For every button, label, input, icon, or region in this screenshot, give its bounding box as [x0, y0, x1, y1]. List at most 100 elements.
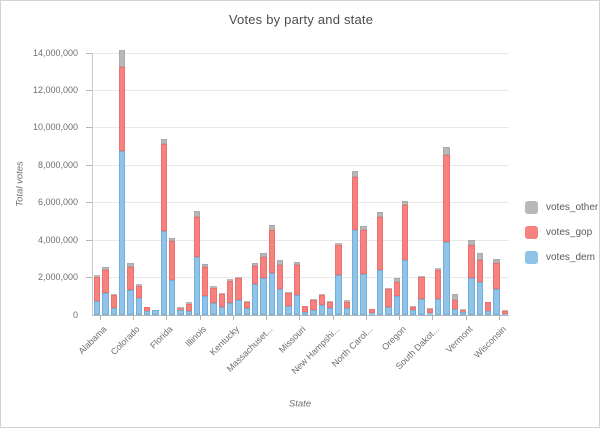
bar-segment-votes_dem[interactable] — [376, 270, 384, 315]
bar-nebraska[interactable] — [310, 299, 317, 315]
bar-alabama[interactable] — [94, 275, 101, 315]
bar-segment-votes_other[interactable] — [293, 262, 300, 266]
bar-new-mexico[interactable] — [343, 300, 350, 315]
bar-segment-votes_dem[interactable] — [485, 311, 492, 315]
bar-segment-votes_dem[interactable] — [476, 282, 484, 315]
bar-segment-votes_gop[interactable] — [135, 285, 142, 299]
bar-segment-votes_gop[interactable] — [451, 299, 459, 310]
bar-segment-votes_dem[interactable] — [210, 302, 217, 315]
bar-segment-votes_other[interactable] — [193, 211, 201, 217]
bar-segment-votes_other[interactable] — [360, 226, 367, 230]
bar-segment-votes_dem[interactable] — [94, 301, 101, 315]
legend-item-votes_other[interactable]: votes_other — [525, 201, 598, 214]
bar-segment-votes_other[interactable] — [160, 138, 167, 145]
bar-segment-votes_other[interactable] — [351, 170, 359, 177]
bar-segment-votes_gop[interactable] — [243, 302, 251, 309]
bar-district-of-columbia[interactable] — [152, 309, 159, 315]
bar-segment-votes_gop[interactable] — [410, 306, 417, 311]
bar-south-dakota[interactable] — [426, 308, 434, 315]
bar-segment-votes_other[interactable] — [218, 292, 226, 295]
bar-texas[interactable] — [443, 147, 450, 315]
bar-segment-votes_other[interactable] — [102, 266, 109, 270]
bar-segment-votes_gop[interactable] — [343, 301, 350, 308]
bar-montana[interactable] — [302, 305, 309, 315]
bar-segment-votes_dem[interactable] — [326, 308, 334, 315]
bar-segment-votes_gop[interactable] — [335, 244, 342, 275]
bar-segment-votes_dem[interactable] — [160, 230, 167, 315]
bar-michigan[interactable] — [268, 225, 276, 315]
bar-arizona[interactable] — [102, 266, 109, 315]
bar-segment-votes_dem[interactable] — [302, 311, 309, 315]
bar-segment-votes_dem[interactable] — [168, 279, 176, 315]
bar-segment-votes_dem[interactable] — [501, 313, 508, 315]
bar-nevada[interactable] — [318, 293, 325, 315]
bar-segment-votes_gop[interactable] — [501, 310, 508, 314]
bar-segment-votes_other[interactable] — [110, 293, 117, 296]
bar-segment-votes_dem[interactable] — [418, 299, 425, 315]
bar-segment-votes_other[interactable] — [493, 259, 500, 263]
bar-segment-votes_dem[interactable] — [493, 289, 500, 315]
bar-segment-votes_other[interactable] — [343, 300, 350, 302]
bar-segment-votes_other[interactable] — [235, 277, 242, 279]
bar-segment-votes_other[interactable] — [476, 252, 484, 260]
bar-wyoming[interactable] — [501, 310, 508, 315]
bar-segment-votes_other[interactable] — [252, 262, 259, 266]
bar-segment-votes_dem[interactable] — [218, 307, 226, 315]
bar-segment-votes_other[interactable] — [385, 287, 392, 290]
bar-segment-votes_dem[interactable] — [410, 310, 417, 315]
bar-ohio[interactable] — [376, 212, 384, 315]
bar-segment-votes_gop[interactable] — [102, 269, 109, 294]
bar-segment-votes_dem[interactable] — [343, 307, 350, 315]
bar-segment-votes_dem[interactable] — [435, 298, 442, 315]
bar-segment-votes_gop[interactable] — [252, 265, 259, 284]
bar-segment-votes_gop[interactable] — [385, 289, 392, 308]
bar-segment-votes_other[interactable] — [326, 301, 334, 302]
bar-segment-votes_other[interactable] — [277, 259, 284, 265]
bar-vermont[interactable] — [460, 309, 467, 315]
bar-segment-votes_other[interactable] — [202, 263, 209, 267]
bar-arkansas[interactable] — [110, 293, 117, 315]
bar-segment-votes_dem[interactable] — [135, 298, 142, 315]
bar-segment-votes_gop[interactable] — [185, 303, 192, 312]
bar-kentucky[interactable] — [227, 279, 234, 315]
bar-segment-votes_dem[interactable] — [443, 242, 450, 315]
bar-segment-votes_dem[interactable] — [193, 257, 201, 315]
bar-segment-votes_other[interactable] — [335, 242, 342, 245]
bar-segment-votes_gop[interactable] — [235, 278, 242, 301]
bar-segment-votes_other[interactable] — [451, 293, 459, 300]
bar-segment-votes_other[interactable] — [410, 306, 417, 307]
bar-segment-votes_other[interactable] — [418, 275, 425, 278]
bar-segment-votes_gop[interactable] — [360, 229, 367, 275]
bar-segment-votes_gop[interactable] — [268, 229, 276, 273]
bar-segment-votes_other[interactable] — [460, 309, 467, 310]
bar-segment-votes_other[interactable] — [118, 49, 126, 68]
bar-segment-votes_other[interactable] — [185, 302, 192, 304]
bar-segment-votes_gop[interactable] — [193, 217, 201, 258]
bar-segment-votes_dem[interactable] — [335, 274, 342, 315]
bar-segment-votes_dem[interactable] — [393, 296, 400, 315]
bar-segment-votes_gop[interactable] — [326, 302, 334, 309]
bar-oregon[interactable] — [393, 277, 400, 315]
bar-segment-votes_gop[interactable] — [293, 265, 300, 295]
bar-segment-votes_dem[interactable] — [293, 294, 300, 315]
bar-segment-votes_dem[interactable] — [268, 272, 276, 315]
bar-segment-votes_other[interactable] — [177, 307, 184, 308]
bar-new-hampshire[interactable] — [326, 301, 334, 315]
bar-segment-votes_dem[interactable] — [110, 307, 117, 315]
bar-segment-votes_dem[interactable] — [227, 303, 234, 315]
bar-segment-votes_gop[interactable] — [493, 262, 500, 290]
bar-segment-votes_gop[interactable] — [393, 281, 400, 297]
bar-segment-votes_dem[interactable] — [235, 300, 242, 315]
bar-segment-votes_gop[interactable] — [94, 276, 101, 302]
bar-segment-votes_dem[interactable] — [426, 312, 434, 315]
bar-segment-votes_gop[interactable] — [277, 264, 284, 290]
bar-segment-votes_gop[interactable] — [460, 309, 467, 312]
bar-segment-votes_gop[interactable] — [118, 67, 126, 152]
bar-segment-votes_gop[interactable] — [485, 302, 492, 312]
bar-segment-votes_other[interactable] — [243, 301, 251, 303]
bar-florida[interactable] — [160, 138, 167, 315]
bar-segment-votes_gop[interactable] — [376, 217, 384, 271]
bar-segment-votes_gop[interactable] — [210, 287, 217, 303]
bar-segment-votes_dem[interactable] — [252, 283, 259, 315]
bar-segment-votes_gop[interactable] — [401, 204, 409, 261]
